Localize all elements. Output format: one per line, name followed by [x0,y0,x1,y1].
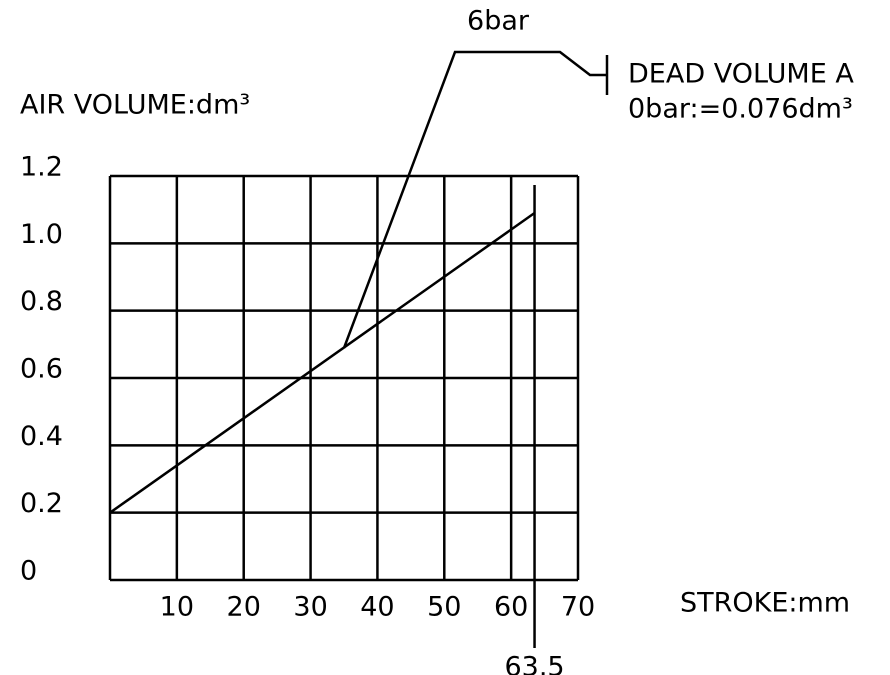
x-tick-label: 40 [360,592,394,623]
y-tick-label: 0.2 [20,488,63,519]
x-tick-label: 50 [427,592,461,623]
y-tick-label: 0.8 [20,286,63,317]
leader-line [342,50,607,349]
x-tick-label: 60 [494,592,528,623]
x-tick-label: 30 [293,592,327,623]
x-axis-label: STROKE:mm [680,588,850,619]
annotation: 6bar [467,6,530,37]
y-tick-label: 1.2 [20,152,63,183]
annotation: 0bar:=0.076dm³ [628,94,853,125]
x-tick-label: 70 [561,592,595,623]
x-tick-label: 10 [160,592,194,623]
y-tick-label: 1.0 [20,219,63,250]
y-tick-label: 0 [20,556,37,587]
y-tick-label: 0.6 [20,354,63,385]
y-axis-label: AIR VOLUME:dm³ [20,90,250,121]
marker-label: 63.5 [504,652,564,675]
x-tick-label: 20 [227,592,261,623]
annotation: DEAD VOLUME A [628,59,854,90]
y-tick-label: 0.4 [20,421,63,452]
data-line [109,212,536,514]
